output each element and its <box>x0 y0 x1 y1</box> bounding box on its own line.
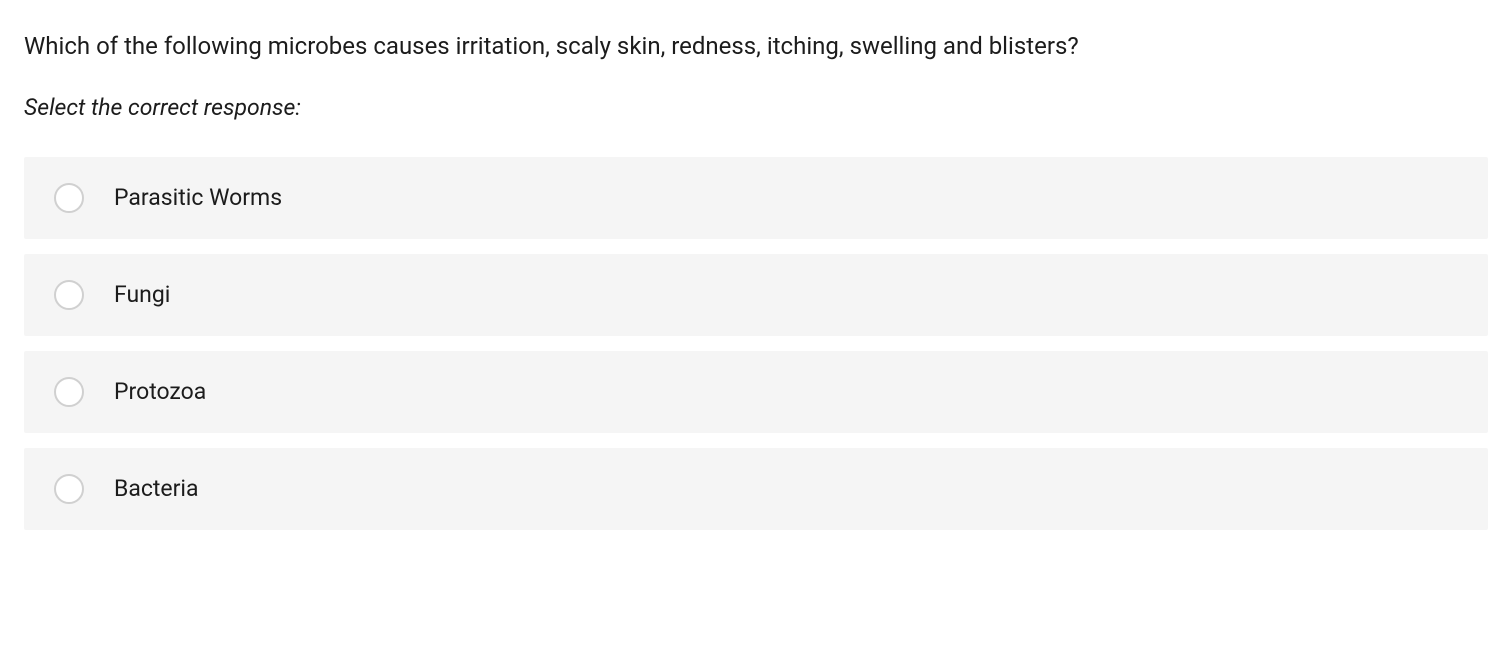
radio-icon <box>54 183 84 213</box>
option-label: Fungi <box>114 281 170 308</box>
option-label: Parasitic Worms <box>114 184 282 211</box>
instruction-text: Select the correct response: <box>24 94 1488 121</box>
radio-icon <box>54 377 84 407</box>
option-protozoa[interactable]: Protozoa <box>24 351 1488 433</box>
option-label: Protozoa <box>114 378 206 405</box>
option-bacteria[interactable]: Bacteria <box>24 448 1488 530</box>
options-container: Parasitic Worms Fungi Protozoa Bacteria <box>24 157 1488 530</box>
option-parasitic-worms[interactable]: Parasitic Worms <box>24 157 1488 239</box>
option-label: Bacteria <box>114 475 199 502</box>
radio-icon <box>54 280 84 310</box>
option-fungi[interactable]: Fungi <box>24 254 1488 336</box>
radio-icon <box>54 474 84 504</box>
question-text: Which of the following microbes causes i… <box>24 30 1488 64</box>
